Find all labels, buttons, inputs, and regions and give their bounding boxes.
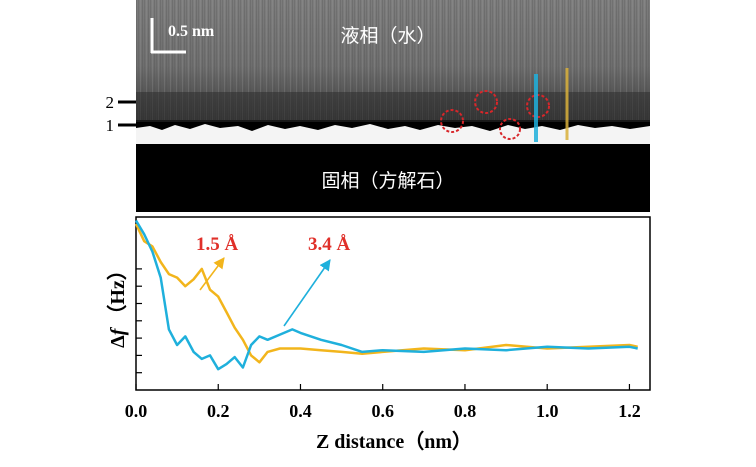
series-line-cyan bbox=[134, 219, 638, 371]
annotation-arrow-yellow bbox=[199, 257, 225, 291]
x-axis-tick-label: 0.6 bbox=[371, 401, 394, 421]
x-axis-tick-label: 0.8 bbox=[454, 401, 477, 421]
solid-phase-label: 固相（方解石） bbox=[321, 170, 454, 192]
solid-surface-edge bbox=[136, 124, 650, 146]
liquid-phase-label: 液相（水） bbox=[340, 25, 435, 47]
layer-marker-2-label: 2 bbox=[106, 93, 115, 112]
annotation-arrow-cyan bbox=[283, 259, 331, 327]
molecule-circle bbox=[499, 118, 521, 140]
x-axis-tick-label: 1.0 bbox=[536, 401, 559, 421]
y-axis-label-variable: f bbox=[107, 326, 129, 335]
force-curve-plot: 0.0 0.2 0.4 0.6 0.8 1.0 1.2 1.5 Å 3.4 Å Δf （Hz）… bbox=[106, 216, 651, 453]
x-axis-tick-labels: 0.0 0.2 0.4 0.6 0.8 1.0 1.2 bbox=[125, 401, 641, 421]
layer-marker-2: 2 bbox=[106, 93, 136, 112]
y-axis-label: Δf （Hz） bbox=[106, 260, 129, 348]
x-axis-ticks bbox=[135, 384, 631, 390]
y-axis-label-unit: （Hz） bbox=[106, 260, 129, 324]
scale-bar bbox=[150, 18, 186, 54]
scale-bar-label: 0.5 nm bbox=[168, 23, 215, 40]
x-axis-tick-label: 0.2 bbox=[207, 401, 230, 421]
layer-marker-1: 1 bbox=[106, 116, 136, 135]
x-axis-tick-label: 1.2 bbox=[618, 401, 641, 421]
hydration-layer-band bbox=[136, 92, 650, 122]
annotation-3-4-angstrom: 3.4 Å bbox=[308, 234, 351, 255]
x-axis-tick-label: 0.4 bbox=[289, 401, 312, 421]
layer-marker-1-label: 1 bbox=[106, 116, 115, 135]
annotation-1-5-angstrom: 1.5 Å bbox=[196, 234, 239, 255]
solid-phase-region bbox=[136, 144, 650, 212]
afm-image-panel: 0.5 nm 液相（水） 固相（方解石） 2 1 bbox=[106, 0, 650, 212]
x-axis-tick-label: 0.0 bbox=[125, 401, 148, 421]
y-axis-label-symbol: Δ bbox=[107, 335, 129, 348]
molecule-circle bbox=[474, 90, 498, 114]
molecule-circle bbox=[440, 109, 464, 133]
x-axis-label: Z distance（nm） bbox=[316, 430, 472, 453]
y-axis-ticks bbox=[136, 268, 142, 374]
